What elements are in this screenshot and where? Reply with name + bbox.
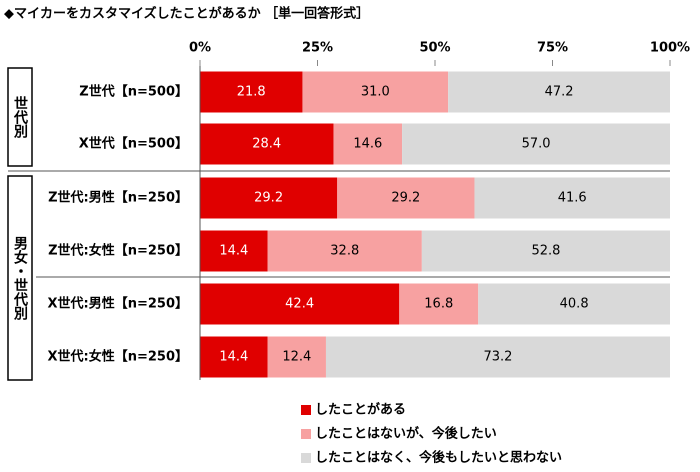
value-label: 73.2 <box>484 350 513 365</box>
category-label: X世代:男性【n=250】 <box>47 296 188 312</box>
value-label: 41.6 <box>558 191 587 206</box>
group-label: 世代別 <box>12 95 29 139</box>
value-label: 14.6 <box>353 137 382 152</box>
value-label: 42.4 <box>285 297 314 312</box>
value-label: 47.2 <box>545 85 574 100</box>
x-tick-label: 75% <box>537 41 568 56</box>
bar-segment <box>267 336 326 378</box>
x-tick-label: 25% <box>302 41 333 56</box>
legend-swatch <box>301 429 311 439</box>
bar-segment <box>200 71 303 113</box>
bar-segment <box>200 177 338 219</box>
legend-label: したことがある <box>315 402 406 418</box>
category-label: Z世代:女性【n=250】 <box>48 243 188 259</box>
value-label: 40.8 <box>560 297 589 312</box>
group-box <box>7 67 33 167</box>
x-tick-label: 0% <box>189 41 211 56</box>
value-label: 21.8 <box>237 85 266 100</box>
bar-segment <box>333 123 403 165</box>
bar-segment <box>267 230 422 272</box>
value-label: 12.4 <box>282 350 311 365</box>
value-label: 57.0 <box>522 137 551 152</box>
bar-segment <box>302 71 449 113</box>
group-label: 男女・世代別 <box>12 236 29 321</box>
legend-swatch <box>301 453 311 463</box>
x-tick-label: 50% <box>419 41 450 56</box>
category-label: X世代【n=500】 <box>79 136 188 152</box>
bar-segment <box>402 123 670 165</box>
bar-segment <box>421 230 670 272</box>
value-label: 52.8 <box>531 244 560 259</box>
value-label: 28.4 <box>252 137 281 152</box>
value-label: 29.2 <box>254 191 283 206</box>
category-label: Z世代:男性【n=250】 <box>48 190 188 206</box>
legend-label: したことはないが、今後したい <box>315 426 497 442</box>
bar-segment <box>478 283 670 325</box>
legend-swatch <box>301 405 311 415</box>
bar-segment <box>474 177 670 219</box>
group-box <box>7 175 33 381</box>
value-label: 29.2 <box>391 191 420 206</box>
bar-segment <box>337 177 475 219</box>
bar-segment <box>200 230 268 272</box>
bar-segment <box>200 123 334 165</box>
bar-segment <box>200 283 400 325</box>
value-label: 14.4 <box>219 350 248 365</box>
value-label: 31.0 <box>361 85 390 100</box>
chart-title: ◆マイカーをカスタマイズしたことがあるか ［単一回答形式］ <box>4 6 369 22</box>
bar-segment <box>200 336 268 378</box>
bar-segment <box>325 336 670 378</box>
category-label: Z世代【n=500】 <box>79 84 188 100</box>
legend-label: したことはなく、今後もしたいと思わない <box>315 450 562 466</box>
bar-segment <box>448 71 670 113</box>
category-label: X世代:女性【n=250】 <box>47 349 188 365</box>
value-label: 32.8 <box>330 244 359 259</box>
value-label: 14.4 <box>219 244 248 259</box>
x-tick-label: 100% <box>650 41 690 56</box>
bar-segment <box>399 283 479 325</box>
value-label: 16.8 <box>424 297 453 312</box>
